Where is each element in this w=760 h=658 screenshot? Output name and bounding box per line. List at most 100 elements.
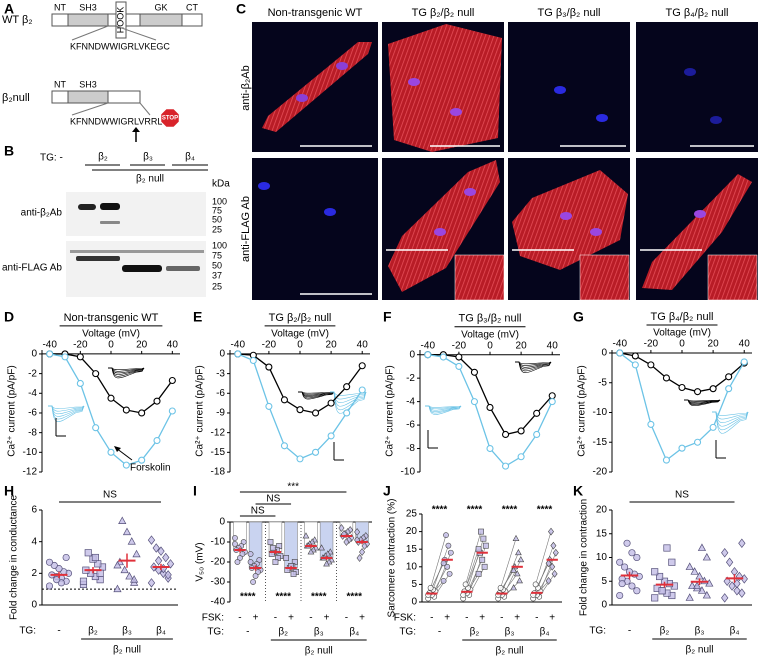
condition-label: +	[479, 613, 485, 624]
hook-box	[115, 1, 127, 39]
x-tick-label: -20	[73, 340, 88, 351]
point	[685, 562, 694, 570]
condition-label: -	[465, 613, 468, 624]
condition-label: +	[288, 613, 294, 624]
category-label: β₂	[470, 627, 480, 638]
series-point	[76, 353, 84, 361]
series-point	[265, 363, 273, 371]
condition-label: -	[345, 613, 348, 624]
series-point	[533, 409, 541, 417]
domain-label: HOOK	[115, 7, 125, 34]
series-point	[709, 423, 717, 431]
band	[122, 265, 162, 272]
y-axis-label: Ca²⁺ current (pA/pF)	[7, 365, 18, 456]
point	[113, 584, 122, 593]
point	[283, 555, 289, 561]
domain-box	[181, 13, 203, 27]
subgroup-label: β₂ null	[113, 645, 141, 656]
domain-box	[139, 13, 183, 27]
y-tick-label: 0	[219, 349, 225, 360]
series-point	[296, 406, 304, 414]
nucleus	[336, 62, 348, 70]
chart-title: TG β₂/β₂ null	[269, 312, 332, 324]
y-tick-label: -12	[211, 427, 226, 438]
inset-trace	[48, 405, 85, 422]
point	[702, 590, 711, 599]
condition-title: FSK:	[394, 613, 416, 624]
series-point	[92, 370, 100, 378]
series-point	[327, 432, 335, 440]
point	[354, 528, 361, 536]
significance-label: ****	[311, 592, 327, 603]
lane-label: β₃	[143, 152, 153, 163]
point	[250, 579, 256, 585]
point	[616, 591, 624, 600]
panel-letter: A	[4, 1, 14, 17]
nucleus	[560, 212, 572, 220]
construct-label: β₂null	[2, 92, 30, 104]
y-tick-label: -12	[23, 467, 38, 478]
point	[157, 546, 165, 556]
pair-line	[430, 535, 447, 589]
point	[516, 577, 523, 584]
point	[440, 560, 447, 567]
domain-box	[107, 90, 141, 104]
point	[290, 571, 297, 577]
category-label: β₃	[314, 627, 324, 638]
panel-letter: E	[193, 309, 202, 325]
point	[702, 552, 711, 561]
y-tick-label: -6	[216, 388, 225, 399]
domain-label: SH3	[79, 79, 97, 89]
point	[166, 559, 175, 569]
series-point	[616, 349, 624, 357]
point	[84, 549, 92, 557]
series-point	[470, 368, 478, 376]
point	[721, 593, 729, 603]
nucleus	[450, 108, 462, 116]
series-point	[631, 352, 639, 360]
panel-letter: I	[193, 483, 197, 499]
y-axis-label: V₅₀ (mV)	[195, 542, 206, 581]
point	[440, 577, 447, 584]
group-title: TG:	[19, 626, 36, 637]
sequence: KFNNDWWIGRLVKEGC	[70, 41, 170, 51]
point	[685, 593, 694, 601]
stop-sign	[160, 108, 180, 128]
size-marker: 75	[212, 250, 222, 260]
series-point	[168, 376, 176, 385]
nucleus	[324, 208, 336, 216]
nucleus	[694, 210, 706, 218]
x-tick-label: -20	[262, 340, 277, 351]
panel-letter: H	[4, 483, 14, 499]
series-line	[427, 354, 553, 436]
panel-letter: J	[383, 483, 391, 499]
point	[267, 539, 274, 545]
y-tick-label: -10	[593, 407, 608, 418]
point	[517, 556, 525, 563]
nucleus	[684, 68, 696, 76]
series-point	[662, 456, 670, 464]
point	[147, 578, 156, 588]
y-tick-label: 0	[411, 597, 417, 608]
domain-label: NT	[54, 2, 66, 12]
point	[359, 548, 366, 556]
point	[733, 586, 741, 596]
series-point	[265, 402, 273, 410]
point	[725, 557, 734, 567]
size-marker: 50	[212, 214, 222, 224]
size-marker: 75	[212, 205, 222, 215]
point	[633, 587, 641, 595]
y-tick-label: 0	[601, 600, 607, 611]
point	[343, 538, 350, 546]
point	[447, 549, 454, 556]
point	[162, 552, 170, 563]
point	[480, 535, 487, 542]
y-tick-label: 5	[411, 579, 417, 590]
pair-line	[465, 531, 482, 585]
inset-trace	[298, 391, 335, 400]
condition-label: +	[444, 613, 450, 624]
micrograph	[252, 158, 378, 300]
y-tick-label: 20	[406, 526, 418, 537]
pair-line	[500, 538, 517, 589]
